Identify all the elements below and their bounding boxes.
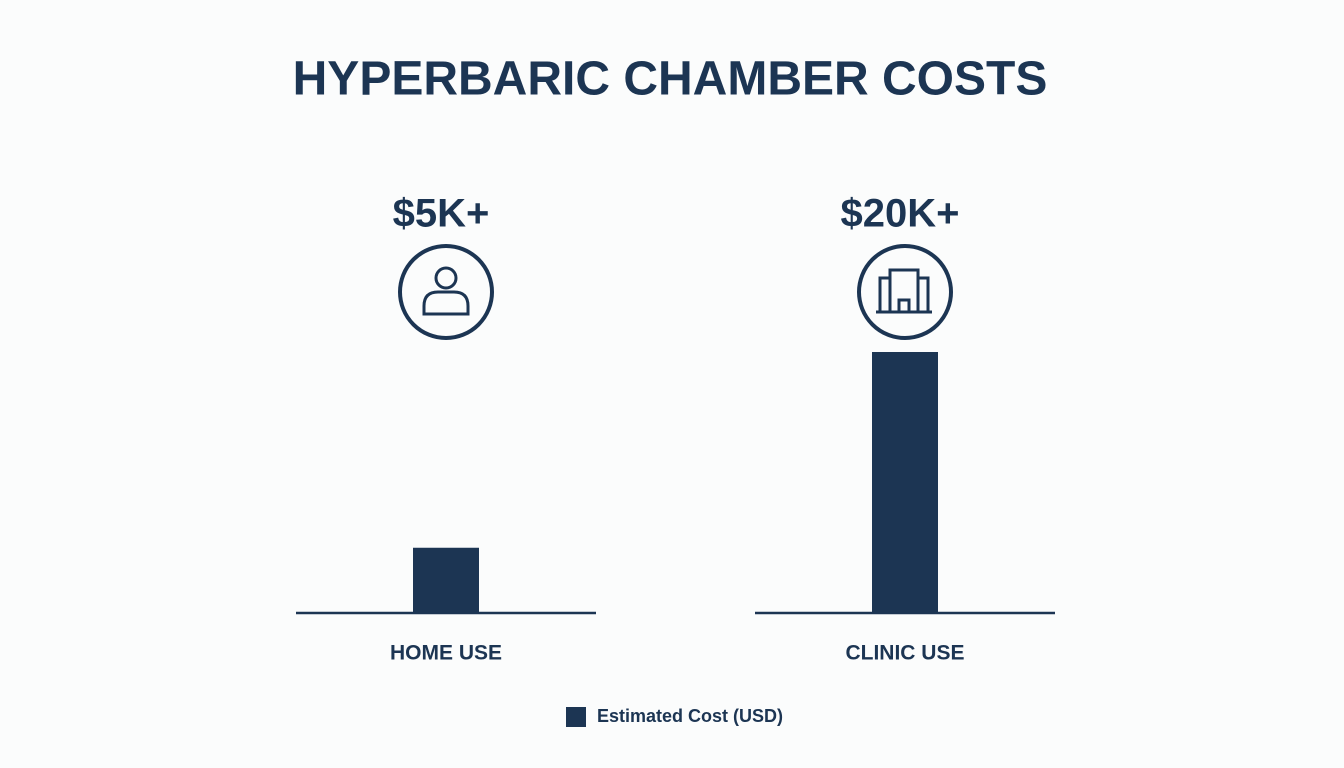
bar [872, 352, 938, 613]
x-tick-label: HOME USE [390, 642, 502, 665]
legend-swatch [566, 707, 586, 727]
bar [413, 547, 479, 613]
chart-title: HYPERBARIC CHAMBER COSTS [293, 53, 1048, 106]
clinic-icon [857, 244, 953, 340]
x-tick-label: CLINIC USE [845, 642, 964, 665]
value-label: $5K+ [393, 192, 490, 236]
value-label: $20K+ [841, 192, 960, 236]
home-icon [398, 244, 494, 340]
legend-label: Estimated Cost (USD) [597, 706, 783, 726]
